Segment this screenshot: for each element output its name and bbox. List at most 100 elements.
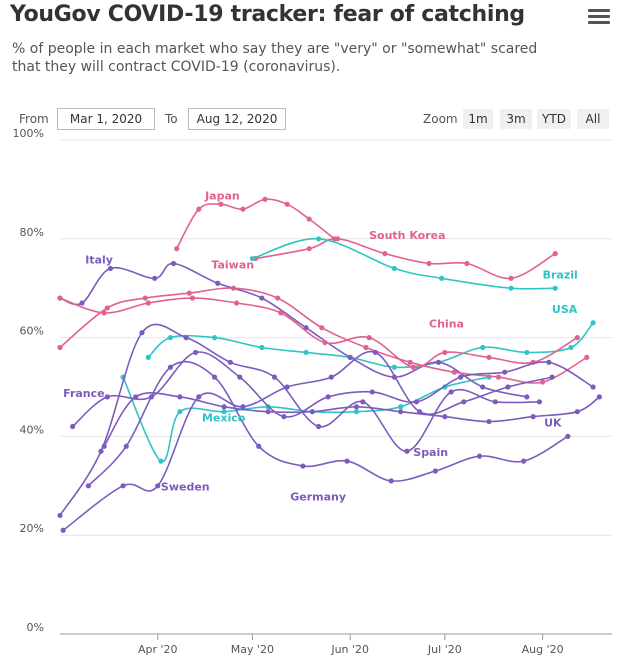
data-point-germany: [344, 458, 350, 464]
series-line-brazil: [252, 237, 556, 290]
data-point-italy: [79, 300, 85, 306]
to-date-input[interactable]: Aug 12, 2020: [188, 108, 286, 130]
data-point-italy: [170, 260, 177, 267]
data-point-mexico: [158, 458, 164, 464]
data-point-china: [322, 339, 328, 346]
data-point-spain: [448, 389, 454, 395]
data-point-spain: [360, 399, 366, 405]
data-point-uk: [309, 409, 315, 415]
series-label-usa: USA: [552, 303, 578, 316]
data-point-japan: [284, 201, 290, 207]
data-point-japan: [262, 196, 268, 202]
series-label-france: France: [63, 387, 104, 400]
x-tick-label: Jun '20: [330, 643, 369, 656]
data-point-germany: [85, 483, 91, 489]
data-point-france: [502, 369, 508, 375]
y-tick-label: 20%: [20, 522, 44, 535]
series-label-uk: UK: [544, 417, 562, 430]
series-line-taiwan: [59, 287, 588, 384]
chart-title: YouGov COVID-19 tracker: fear of catchin…: [10, 2, 525, 27]
data-point-germany: [211, 374, 218, 380]
data-point-japan: [174, 246, 180, 252]
series-line-germany: [87, 360, 569, 487]
zoom-all-button[interactable]: All: [577, 109, 609, 129]
data-point-spain: [271, 374, 278, 380]
data-point-sweden: [461, 399, 467, 405]
data-point-sweden: [328, 374, 334, 380]
data-point-usa: [524, 349, 530, 356]
data-point-taiwan: [186, 290, 192, 296]
data-point-usa: [391, 364, 397, 370]
series-line-south-korea: [255, 237, 556, 280]
data-point-mexico: [221, 409, 227, 415]
data-point-uk: [133, 394, 139, 400]
data-point-usa: [303, 349, 309, 356]
data-point-spain: [492, 399, 498, 405]
x-tick-label: Aug '20: [522, 643, 564, 656]
data-point-taiwan: [407, 359, 413, 365]
menu-icon[interactable]: [588, 6, 610, 24]
data-point-japan: [218, 201, 224, 207]
data-point-france: [546, 359, 552, 365]
data-point-spain: [139, 330, 145, 336]
data-point-france: [457, 374, 464, 380]
data-point-brazil: [316, 236, 322, 242]
data-point-uk: [486, 418, 492, 425]
series-germany: [85, 360, 571, 489]
from-date-input[interactable]: Mar 1, 2020: [57, 108, 155, 130]
data-point-uk: [221, 404, 227, 410]
data-point-sweden: [120, 483, 126, 489]
data-point-germany: [476, 453, 483, 459]
series-spain: [57, 323, 543, 519]
y-tick-label: 100%: [13, 127, 44, 140]
series-brazil: [249, 236, 558, 291]
series-label-brazil: Brazil: [543, 268, 578, 281]
data-point-taiwan: [104, 305, 110, 311]
series-label-japan: Japan: [204, 189, 240, 202]
data-point-sweden: [284, 384, 290, 390]
series-japan: [174, 196, 338, 252]
series-south-korea: [252, 236, 558, 281]
series-label-spain: Spain: [413, 446, 448, 459]
series-uk: [101, 392, 602, 449]
zoom-ytd-button[interactable]: YTD: [537, 109, 571, 129]
data-point-france: [237, 374, 243, 380]
data-point-germany: [256, 443, 262, 449]
data-point-spain: [536, 399, 543, 405]
series-label-germany: Germany: [290, 491, 346, 504]
data-point-south-korea: [552, 251, 558, 257]
data-point-japan: [240, 206, 246, 212]
zoom-3m-button[interactable]: 3m: [500, 109, 532, 129]
data-point-taiwan: [275, 295, 281, 301]
series-label-mexico: Mexico: [202, 412, 246, 425]
data-point-sweden: [416, 409, 423, 415]
data-point-germany: [432, 468, 438, 474]
data-point-south-korea: [508, 275, 514, 281]
data-point-uk: [530, 414, 536, 420]
y-tick-label: 0%: [27, 621, 44, 634]
data-point-france: [413, 399, 420, 405]
data-point-taiwan: [540, 379, 546, 385]
data-point-china: [57, 295, 63, 301]
data-point-sweden: [372, 349, 379, 356]
data-point-taiwan: [57, 344, 63, 351]
data-point-italy: [347, 354, 353, 360]
data-point-south-korea: [464, 260, 470, 267]
data-point-taiwan: [319, 325, 325, 331]
data-point-china: [189, 295, 196, 301]
data-point-taiwan: [230, 285, 237, 291]
data-point-italy: [259, 295, 265, 301]
data-point-sweden: [505, 384, 511, 390]
data-point-china: [442, 349, 448, 356]
to-label: To: [165, 112, 178, 126]
data-point-sweden: [240, 404, 246, 410]
data-point-usa: [167, 335, 173, 341]
zoom-1m-button[interactable]: 1m: [463, 109, 493, 129]
data-point-south-korea: [426, 260, 432, 267]
chart-subtitle: % of people in each market who say they …: [12, 41, 538, 75]
data-point-china: [366, 335, 372, 341]
data-point-uk: [353, 404, 360, 410]
data-point-usa: [145, 354, 151, 360]
data-point-japan: [196, 206, 202, 212]
